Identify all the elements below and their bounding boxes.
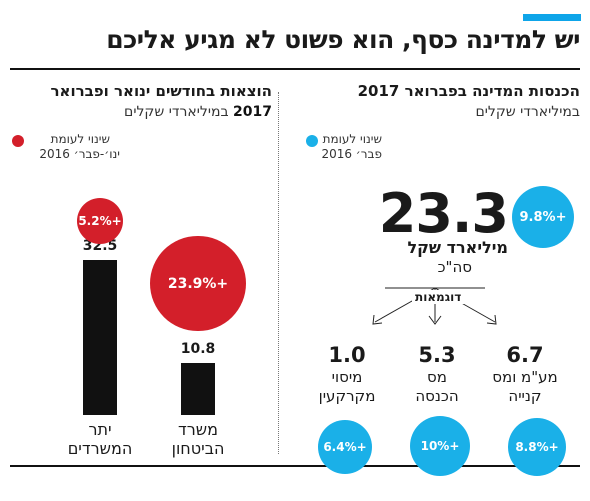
income-total-caption: סה"כ xyxy=(437,258,472,276)
income-total-unit: מיליארד שקל xyxy=(407,238,508,257)
income-total-value: 23.3 xyxy=(378,182,509,245)
bar-change-bubble-other-ministries: +5.2% xyxy=(77,198,123,244)
bar-label-other-ministries: יתר המשרדים xyxy=(67,420,133,458)
bar-label-defense: משרד הביטחון xyxy=(171,420,225,458)
income-title: הכנסות המדינה בפברואר 2017 xyxy=(357,82,580,100)
example-change-bubble-real-estate: +6.4% xyxy=(318,420,372,474)
income-legend-label: שינוי לעומת xyxy=(322,132,382,146)
examples-label: דוגמאות xyxy=(412,290,465,304)
example-label-vat: מע"מ ומס קנייה xyxy=(492,368,558,405)
bottom-rule xyxy=(10,465,580,467)
expense-subtitle: 2017 במיליארדי שקלים xyxy=(124,104,272,120)
example-label-income-tax: מס הכנסה xyxy=(415,368,459,405)
accent-bar xyxy=(523,14,581,21)
bar-value-defense: 10.8 xyxy=(180,341,216,358)
bar-change-bubble-defense: +23.9% xyxy=(150,236,246,332)
expense-title: הוצאות בחודשים ינואר ופברואר xyxy=(50,82,273,100)
example-value-vat: 6.7 xyxy=(506,343,544,367)
example-change-bubble-vat: +8.8% xyxy=(508,418,566,476)
example-value-income-tax: 5.3 xyxy=(418,343,456,367)
bar-other-ministries xyxy=(83,260,117,415)
panel-divider xyxy=(278,92,279,454)
example-value-real-estate: 1.0 xyxy=(328,343,366,367)
example-change-bubble-income-tax: +10% xyxy=(410,416,470,476)
bar-defense xyxy=(181,363,215,415)
top-rule xyxy=(10,68,580,70)
expense-legend-dot xyxy=(12,135,24,147)
income-legend-dot xyxy=(306,135,318,147)
expense-legend-period: ינו׳-פבר׳ 2016 xyxy=(39,147,120,161)
page-title: יש למדינה כסף, הוא פשוט לא מגיע אליכם xyxy=(106,25,580,54)
income-legend-period: פבר׳ 2016 xyxy=(321,147,382,161)
example-label-real-estate: מיסוי מקרקעין xyxy=(318,368,376,405)
income-total-change-bubble: +9.8% xyxy=(512,186,574,248)
expense-legend-label: שינוי לעומת xyxy=(50,132,110,146)
income-subtitle: במיליארדי שקלים xyxy=(475,104,580,120)
